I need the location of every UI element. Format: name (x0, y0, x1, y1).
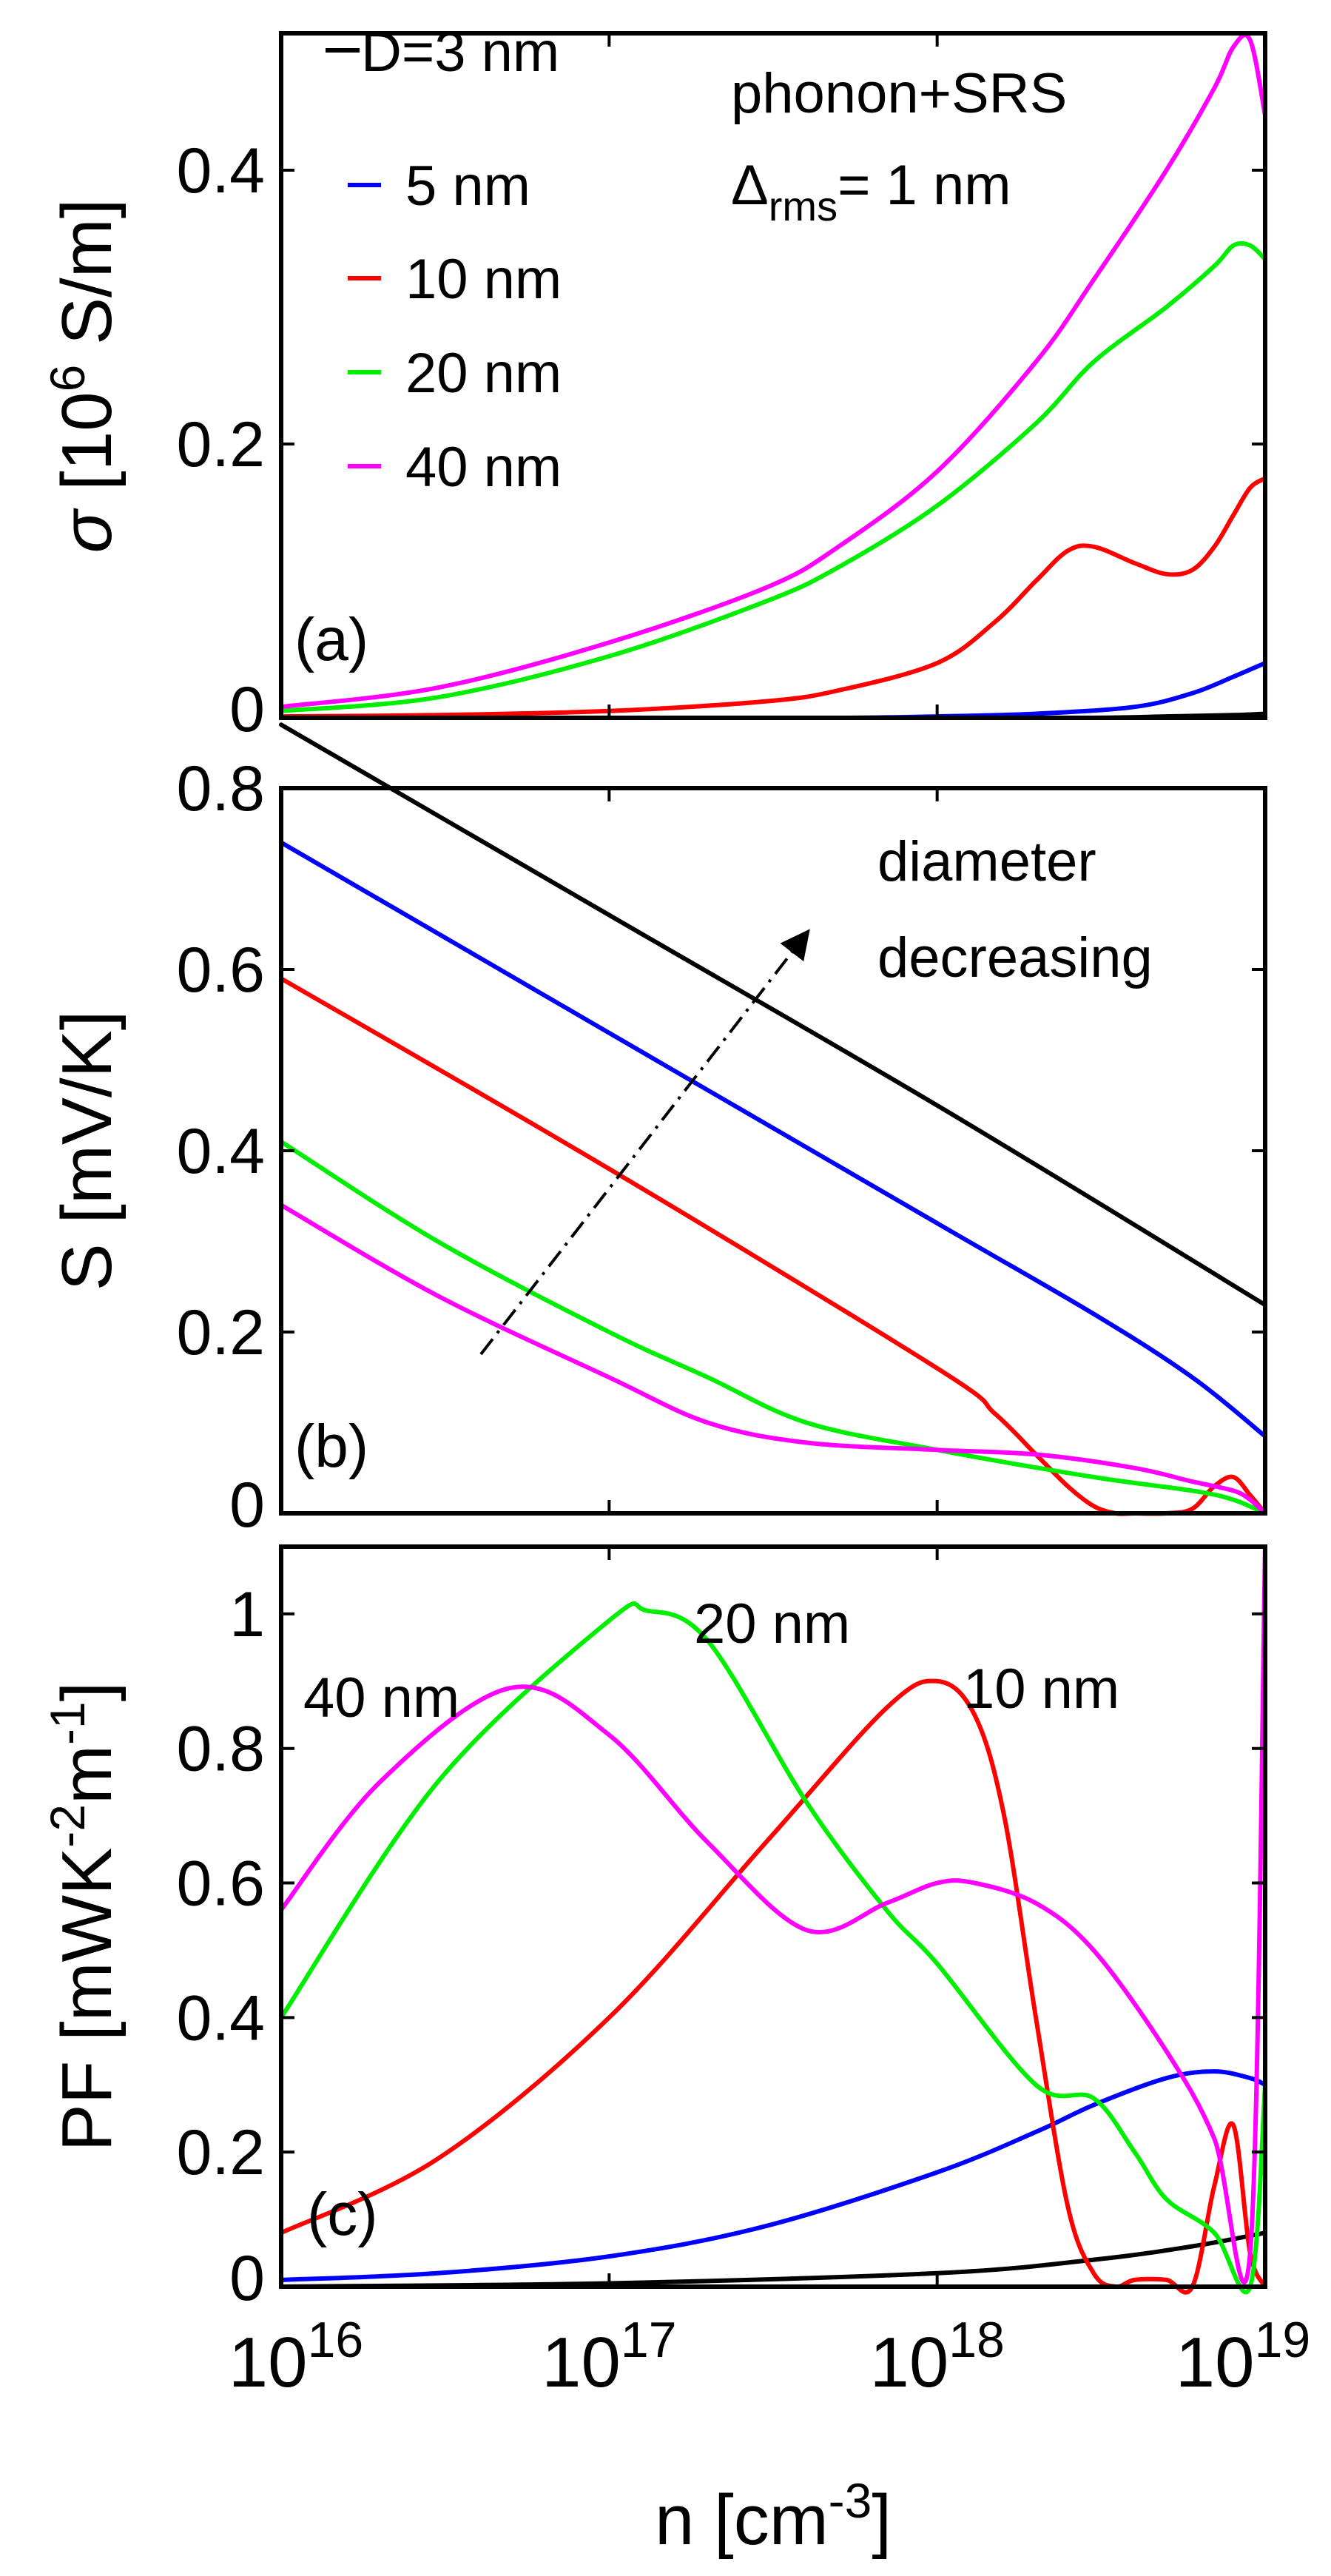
panel-b-series-20nm (279, 1139, 1267, 1516)
y-tick-label: 0 (229, 2243, 265, 2314)
panel-b-y-ticks: 0 0.2 0.4 0.6 0.8 (176, 753, 1267, 1541)
annotation-delta-sub: rms (769, 183, 838, 229)
y-tick-label: 0.4 (176, 1116, 265, 1187)
panel-b-ylabel: S [mV/K] (47, 1011, 127, 1291)
y-tick-label: 0.4 (176, 135, 265, 206)
annotation-delta-symbol: Δ (731, 154, 769, 217)
panel-c-xlabel-exp: -3 (829, 2473, 872, 2528)
panel-a-series-20nm (279, 241, 1267, 713)
y-tick-label: 0.6 (176, 1849, 265, 1920)
panel-c-frame (279, 1544, 1267, 2289)
panel-a-y-ticks: 0 0.2 0.4 (176, 33, 1267, 745)
panel-c-label: (c) (307, 2181, 378, 2248)
legend: D=3 nm 5 nm 10 nm 20 nm 40 nm (326, 21, 562, 499)
panel-a-frame (279, 31, 1267, 720)
panel-a-series-40nm (279, 33, 1267, 710)
panel-c-series-20nm (279, 1601, 1267, 2295)
x-tick-label: 1016 (229, 2312, 363, 2402)
curve-label-10nm: 10 nm (963, 1658, 1119, 1721)
y-tick-label: 0.4 (176, 1983, 265, 2054)
panel-c-ylabel: PF [mWK-2m-1] (40, 1682, 127, 2152)
panel-a-ylabel: σ [106 S/m] (40, 199, 127, 554)
panel-b-label: (b) (294, 1413, 368, 1480)
x-tick-label: 1019 (1176, 2312, 1310, 2402)
panel-c-series-10nm (279, 1678, 1267, 2295)
panel-c-xlabel-pre: n [cm (655, 2481, 829, 2560)
y-tick-label: 0 (229, 1470, 265, 1541)
y-tick-label: 1 (229, 1579, 265, 1650)
y-tick-label: 0.8 (176, 753, 265, 824)
panel-a-label: (a) (294, 606, 368, 673)
panel-b-series-40nm (279, 1203, 1267, 1516)
panel-a: 0 0.2 0.4 σ [106 S/m] D=3 nm 5 nm 10 nm 20… (40, 21, 1267, 745)
panel-c-ylabel-pre: PF [mWK (47, 1848, 127, 2152)
panel-a-ylabel-symbol: σ (47, 508, 127, 553)
panel-c-curves (279, 1544, 1267, 2295)
legend-label-5nm: 5 nm (405, 155, 530, 218)
panel-c-ylabel-exp2: -1 (40, 1701, 95, 1745)
x-tick-label: 1018 (869, 2312, 1004, 2402)
panel-c-series-5nm (279, 2069, 1267, 2282)
legend-label-10nm: 10 nm (405, 248, 562, 311)
panel-c-y-ticks: 0 0.2 0.4 0.6 0.8 1 (176, 1579, 1265, 2314)
curve-label-40nm: 40 nm (303, 1667, 459, 1729)
panel-b: 0 0.2 0.4 0.6 0.8 S [mV/K] diameter decreasi… (47, 722, 1267, 1541)
panel-c-series-d3nm (279, 2230, 1267, 2289)
panel-c: 00.20.40.60.81 1016 1017 1018 1019 PF [mWK-… (40, 1544, 1310, 2560)
legend-label-20nm: 20 nm (405, 342, 562, 405)
panel-b-frame (279, 786, 1267, 1516)
panel-a-ylabel-post: S/m] (47, 199, 127, 365)
legend-label-40nm: 40 nm (405, 436, 562, 499)
panel-a-ylabel-exp: 6 (40, 365, 95, 392)
y-tick-label: 0.8 (176, 1714, 265, 1785)
panel-a-series-10nm (279, 476, 1267, 719)
annotation-delta-rms: Δrms= 1 nm (731, 154, 1011, 229)
panel-b-series-d3nm (279, 722, 1267, 1308)
annotation-decreasing: decreasing (877, 927, 1153, 989)
panel-c-xlabel-post: ] (872, 2481, 892, 2560)
x-tick-label: 1017 (542, 2312, 676, 2402)
panel-c-ylabel-post: ] (47, 1682, 127, 1702)
panel-c-series-40nm (279, 1544, 1267, 2284)
y-tick-label: 0.2 (176, 2117, 265, 2188)
y-tick-label: 0.6 (176, 935, 265, 1006)
panel-b-curves (279, 722, 1267, 1516)
annotation-phonon-srs: phonon+SRS (731, 62, 1067, 125)
panel-b-series-5nm (279, 840, 1267, 1439)
panel-c-ylabel-mid: m (47, 1745, 127, 1804)
panel-a-ylabel-pre: [10 (47, 391, 127, 490)
panel-c-x-ticks: 1016 1017 1018 1019 (229, 1547, 1310, 2402)
legend-label-3nm: D=3 nm (361, 21, 559, 84)
y-tick-label: 0.2 (176, 409, 265, 480)
y-tick-label: 0 (229, 674, 265, 745)
panel-c-ylabel-exp1: -2 (40, 1804, 95, 1848)
annotation-diameter: diameter (877, 830, 1096, 893)
y-tick-label: 0.2 (176, 1297, 265, 1368)
diameter-arrow (479, 929, 810, 1356)
panel-b-series-10nm (279, 976, 1267, 1516)
curve-label-20nm: 20 nm (694, 1593, 850, 1655)
annotation-delta-value: = 1 nm (838, 154, 1011, 217)
panel-c-xlabel: n [cm-3] (655, 2473, 892, 2560)
